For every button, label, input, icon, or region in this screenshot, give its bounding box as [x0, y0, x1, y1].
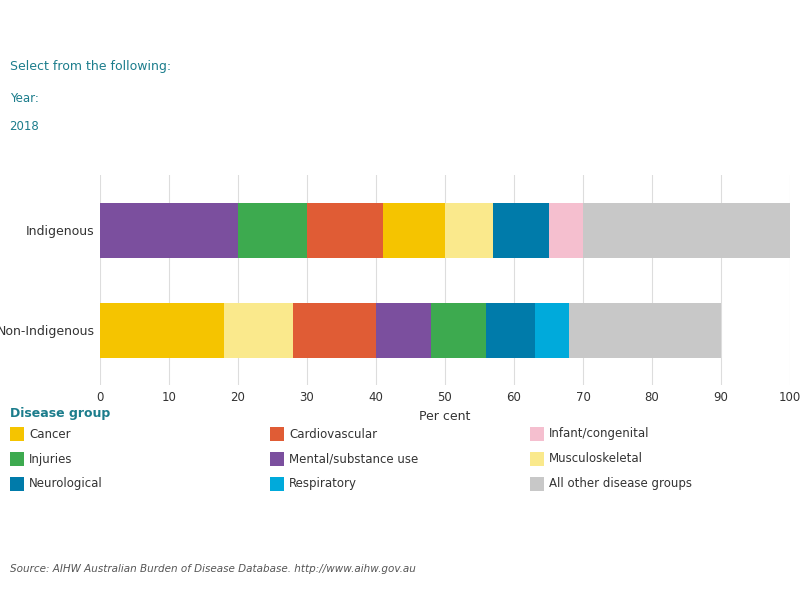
Text: Disease group: Disease group: [10, 407, 110, 420]
Bar: [10, 427, 24, 441]
Bar: [549, 202, 583, 257]
Bar: [383, 202, 445, 257]
Bar: [530, 477, 544, 491]
Bar: [100, 202, 238, 257]
Text: Cardiovascular: Cardiovascular: [289, 427, 377, 440]
Text: Source: AIHW Australian Burden of Disease Database. http://www.aihw.gov.au: Source: AIHW Australian Burden of Diseas…: [10, 564, 415, 574]
Bar: [10, 477, 24, 491]
Text: Year:: Year:: [10, 92, 38, 105]
Text: Infant/congenital: Infant/congenital: [549, 427, 650, 440]
Bar: [294, 302, 376, 358]
Bar: [486, 302, 534, 358]
Bar: [10, 452, 24, 466]
Text: 2018: 2018: [10, 121, 39, 133]
Text: Cancer: Cancer: [29, 427, 70, 440]
Text: Neurological: Neurological: [29, 478, 102, 491]
Bar: [530, 452, 544, 466]
Text: Respiratory: Respiratory: [289, 478, 357, 491]
Text: Disease group contribution to total burden (DALY), by Indigenous status, 2018: Disease group contribution to total burd…: [10, 154, 531, 167]
Bar: [431, 302, 486, 358]
Bar: [376, 302, 431, 358]
Text: Injuries: Injuries: [29, 452, 73, 466]
Text: Burden of disease among Indigenous Australians 2018: Burden of disease among Indigenous Austr…: [10, 16, 631, 35]
Bar: [100, 302, 224, 358]
Text: Select from the following:: Select from the following:: [10, 59, 170, 73]
Bar: [530, 427, 544, 441]
Bar: [270, 427, 284, 441]
Bar: [270, 452, 284, 466]
Bar: [534, 302, 570, 358]
Bar: [270, 477, 284, 491]
Text: Musculoskeletal: Musculoskeletal: [549, 452, 643, 466]
Bar: [570, 302, 721, 358]
X-axis label: Per cent: Per cent: [419, 410, 470, 424]
Text: Mental/substance use: Mental/substance use: [289, 452, 418, 466]
Bar: [238, 202, 307, 257]
Bar: [494, 202, 549, 257]
Text: All other disease groups: All other disease groups: [549, 478, 692, 491]
Bar: [445, 202, 494, 257]
Bar: [224, 302, 293, 358]
Bar: [307, 202, 383, 257]
Bar: [583, 202, 790, 257]
